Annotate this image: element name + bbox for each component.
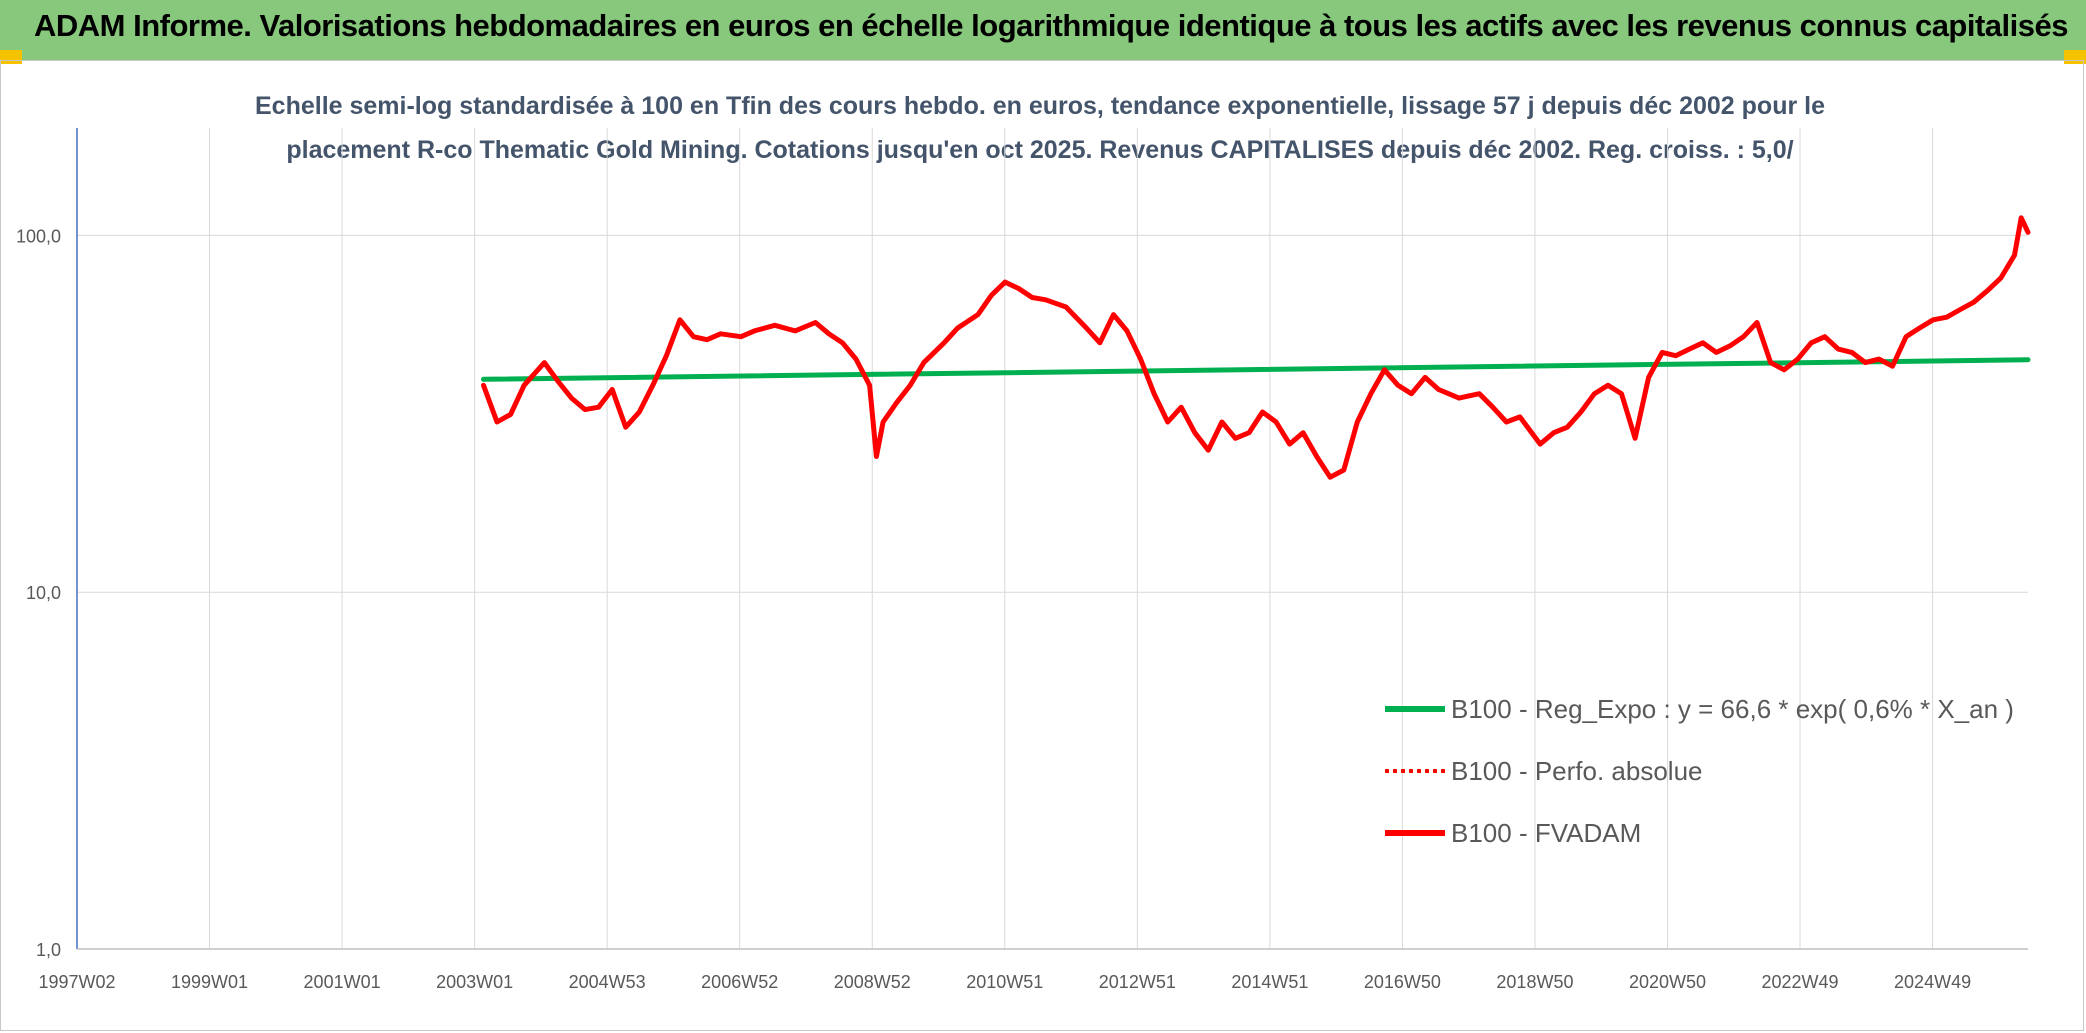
legend-label-0: B100 - Reg_Expo : y = 66,6 * exp( 0,6% *… <box>1451 694 2014 724</box>
x-tick-label: 2010W51 <box>966 972 1043 992</box>
x-tick-label: 2024W49 <box>1894 972 1971 992</box>
x-tick-label: 2004W53 <box>569 972 646 992</box>
x-tick-label: 2016W50 <box>1364 972 1441 992</box>
legend-label-1: B100 - Perfo. absolue <box>1451 756 1703 786</box>
series-line-2 <box>481 215 2031 480</box>
x-tick-label: 2012W51 <box>1099 972 1176 992</box>
x-tick-label: 1997W02 <box>38 972 115 992</box>
x-tick-label: 2003W01 <box>436 972 513 992</box>
x-tick-label: 2008W52 <box>834 972 911 992</box>
x-tick-label: 2006W52 <box>701 972 778 992</box>
legend-label-2: B100 - FVADAM <box>1451 818 1641 848</box>
x-tick-label: 2020W50 <box>1629 972 1706 992</box>
y-tick-label: 1,0 <box>36 940 61 960</box>
x-tick-label: 2014W51 <box>1231 972 1308 992</box>
y-tick-label: 10,0 <box>26 583 61 603</box>
report-title: ADAM Informe. Valorisations hebdomadaire… <box>34 8 2069 43</box>
title-banner: ADAM Informe. Valorisations hebdomadaire… <box>0 0 2086 60</box>
x-tick-label: 2018W50 <box>1496 972 1573 992</box>
chart-subtitle-line-2: placement R-co Thematic Gold Mining. Cot… <box>286 136 1793 164</box>
x-tick-label: 2022W49 <box>1761 972 1838 992</box>
x-tick-label: 1999W01 <box>171 972 248 992</box>
y-tick-label: 100,0 <box>16 226 61 246</box>
chart-subtitle-line-1: Echelle semi-log standardisée à 100 en T… <box>255 92 1825 120</box>
x-tick-label: 2001W01 <box>304 972 381 992</box>
chart-frame <box>0 60 2084 1031</box>
